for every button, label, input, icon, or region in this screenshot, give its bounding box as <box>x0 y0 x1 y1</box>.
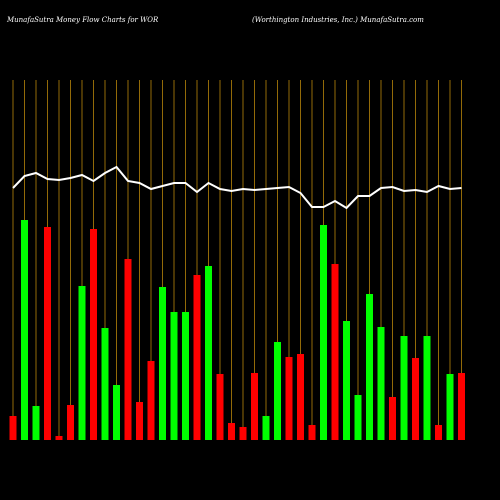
bar <box>239 427 247 440</box>
bar <box>285 357 293 440</box>
bar <box>44 227 51 440</box>
bar <box>377 327 385 440</box>
bar <box>113 385 120 440</box>
bar <box>274 342 281 440</box>
bar <box>21 220 28 440</box>
bar <box>136 402 143 440</box>
bar <box>67 405 74 440</box>
bar <box>262 416 270 440</box>
bar <box>320 225 327 440</box>
bar <box>412 358 419 440</box>
bar <box>446 374 454 440</box>
money-flow-line <box>12 165 462 210</box>
bar <box>159 287 166 440</box>
bar <box>228 423 235 440</box>
bar <box>193 275 201 440</box>
bar <box>458 373 465 440</box>
chart-title: MunafaSutra Money Flow Charts for WOR <box>6 16 159 24</box>
bar <box>216 374 224 440</box>
bar <box>101 328 109 440</box>
bar <box>147 361 155 440</box>
bar <box>90 229 97 440</box>
bar <box>400 336 408 440</box>
bar <box>251 373 258 440</box>
bar <box>354 395 362 440</box>
bar <box>308 425 316 440</box>
bar <box>55 436 63 440</box>
bar <box>32 406 40 440</box>
bar <box>435 425 442 440</box>
bar <box>9 416 17 440</box>
bar <box>331 264 339 440</box>
bar <box>124 259 132 440</box>
bar <box>366 294 373 440</box>
bar <box>170 312 178 440</box>
bar <box>389 397 396 440</box>
chart-subtitle: (Worthington Industries, Inc.) MunafaSut… <box>252 16 424 24</box>
bar <box>205 266 212 440</box>
bar <box>182 312 189 440</box>
bar <box>343 321 350 440</box>
bar <box>423 336 431 440</box>
bar <box>297 354 304 440</box>
bar <box>78 286 86 440</box>
